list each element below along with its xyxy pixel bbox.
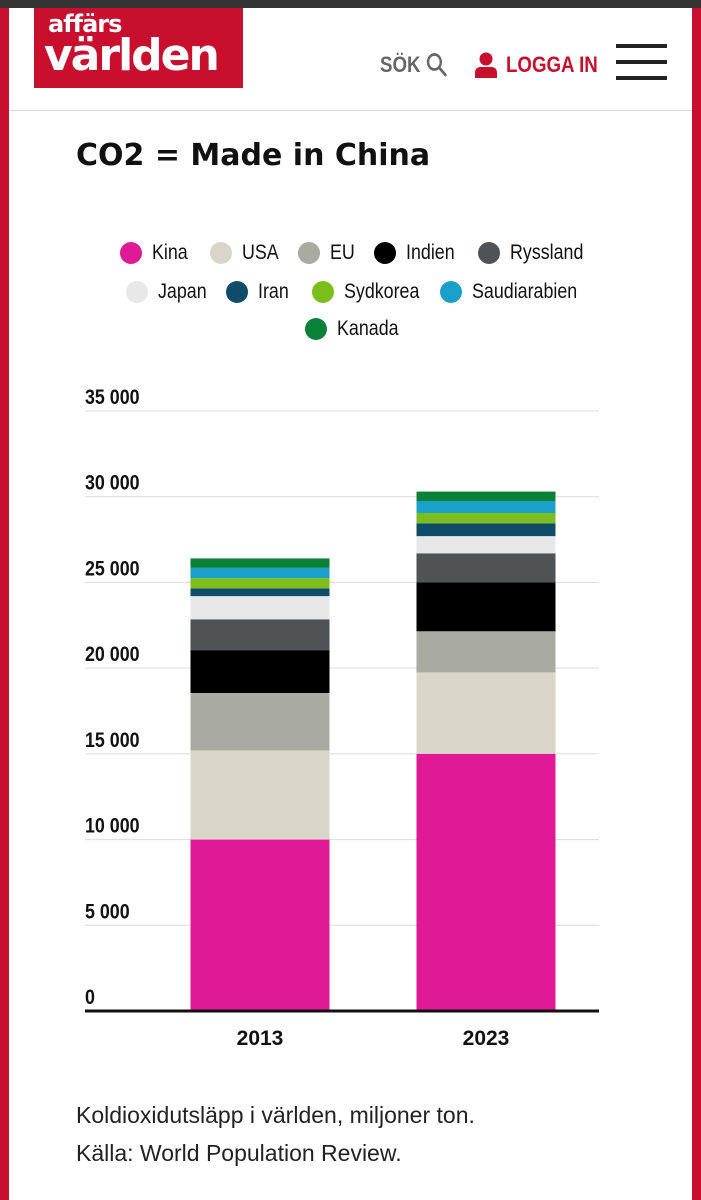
bar-segment-iran-2023	[416, 523, 556, 537]
y-tick-label: 20 000	[85, 643, 140, 667]
search-icon	[426, 53, 447, 77]
login-button[interactable]: LOGGA IN	[474, 50, 614, 80]
bar-segment-eu-2013	[190, 693, 330, 751]
bar-segment-saudiarabien-2023	[416, 501, 556, 513]
legend-swatch-usa	[210, 242, 232, 264]
legend-item-indien: Indien	[374, 241, 463, 265]
legend-label-eu: EU	[330, 241, 355, 264]
bar-segment-ryssland-2013	[190, 619, 330, 651]
site-logo[interactable]: affärs världen	[34, 8, 243, 88]
article-page: affärs världen SÖK LOGGA IN	[9, 8, 692, 1200]
caption-line-1: Koldioxidutsläpp i världen, miljoner ton…	[76, 1102, 475, 1128]
legend-item-ryssland: Ryssland	[478, 241, 596, 265]
chart-caption: Koldioxidutsläpp i världen, miljoner ton…	[76, 1096, 475, 1172]
hamburger-menu-icon[interactable]	[616, 44, 667, 82]
login-label: LOGGA IN	[506, 52, 598, 77]
legend-swatch-indien	[374, 242, 396, 264]
bar-segment-iran-2013	[190, 588, 330, 597]
x-tick-label: 2013	[237, 1027, 284, 1050]
y-tick-label: 10 000	[85, 814, 140, 838]
chart-title: CO2 = Made in China	[76, 138, 431, 173]
legend-label-kanada: Kanada	[337, 317, 399, 340]
x-tick-label: 2023	[463, 1027, 510, 1050]
legend-label-kina: Kina	[152, 241, 188, 264]
y-tick-label: 5 000	[85, 900, 130, 924]
legend-swatch-kina	[120, 242, 142, 264]
bar-segment-indien-2023	[416, 582, 556, 632]
logo-line-2: världen	[44, 30, 220, 81]
legend-swatch-ryssland	[478, 242, 500, 264]
caption-line-2: Källa: World Population Review.	[76, 1140, 402, 1166]
bar-segment-ryssland-2023	[416, 553, 556, 583]
legend-label-iran: Iran	[258, 280, 289, 303]
y-tick-label: 35 000	[85, 386, 140, 410]
legend-item-sydkorea: Sydkorea	[312, 280, 433, 304]
bar-segment-eu-2023	[416, 631, 556, 673]
bar-segment-japan-2013	[190, 596, 330, 620]
bar-segment-saudiarabien-2013	[190, 567, 330, 579]
legend-label-indien: Indien	[406, 241, 455, 264]
legend-item-iran: Iran	[226, 280, 294, 304]
legend-item-saudiarabien: Saudiarabien	[440, 280, 596, 304]
y-tick-label: 15 000	[85, 729, 140, 753]
legend-swatch-iran	[226, 281, 248, 303]
user-icon	[475, 52, 497, 78]
y-tick-label: 30 000	[85, 471, 140, 495]
bar-segment-indien-2013	[190, 650, 330, 693]
legend-item-usa: USA	[210, 241, 285, 265]
logo-line-1: affärs	[48, 10, 122, 38]
legend-label-ryssland: Ryssland	[510, 241, 584, 264]
bar-segment-japan-2023	[416, 536, 556, 554]
legend-item-japan: Japan	[126, 280, 215, 304]
y-tick-label: 0	[85, 986, 95, 1010]
top-strip	[0, 0, 701, 8]
bar-segment-sydkorea-2013	[190, 578, 330, 589]
stacked-bar-chart: 0 5 000 10 000 15 000 20 000 25 000 30 000 35 0…	[85, 386, 599, 1050]
search-label: SÖK	[380, 52, 421, 77]
legend-swatch-kanada	[305, 318, 327, 340]
bar-segment-kanada-2023	[416, 491, 556, 501]
legend-swatch-japan	[126, 281, 148, 303]
y-tick-label: 25 000	[85, 557, 140, 581]
bar-segment-kina-2013	[190, 839, 330, 1011]
bar-segment-usa-2023	[416, 672, 556, 754]
legend-swatch-sydkorea	[312, 281, 334, 303]
bar-segment-sydkorea-2023	[416, 513, 556, 524]
legend-item-kina: Kina	[120, 241, 194, 265]
search-button[interactable]: SÖK	[380, 50, 448, 80]
bar-segment-usa-2013	[190, 750, 330, 840]
bar-segment-kanada-2013	[190, 558, 330, 568]
legend-item-eu: EU	[298, 241, 359, 265]
legend-item-kanada: Kanada	[305, 317, 409, 341]
legend-label-saudiarabien: Saudiarabien	[472, 280, 578, 303]
bar-segment-kina-2023	[416, 753, 556, 1011]
legend-label-sydkorea: Sydkorea	[344, 280, 420, 303]
legend-label-usa: USA	[242, 241, 279, 264]
site-header: affärs världen SÖK LOGGA IN	[9, 8, 692, 111]
legend-swatch-eu	[298, 242, 320, 264]
legend-label-japan: Japan	[158, 280, 207, 303]
legend-swatch-saudiarabien	[440, 281, 462, 303]
